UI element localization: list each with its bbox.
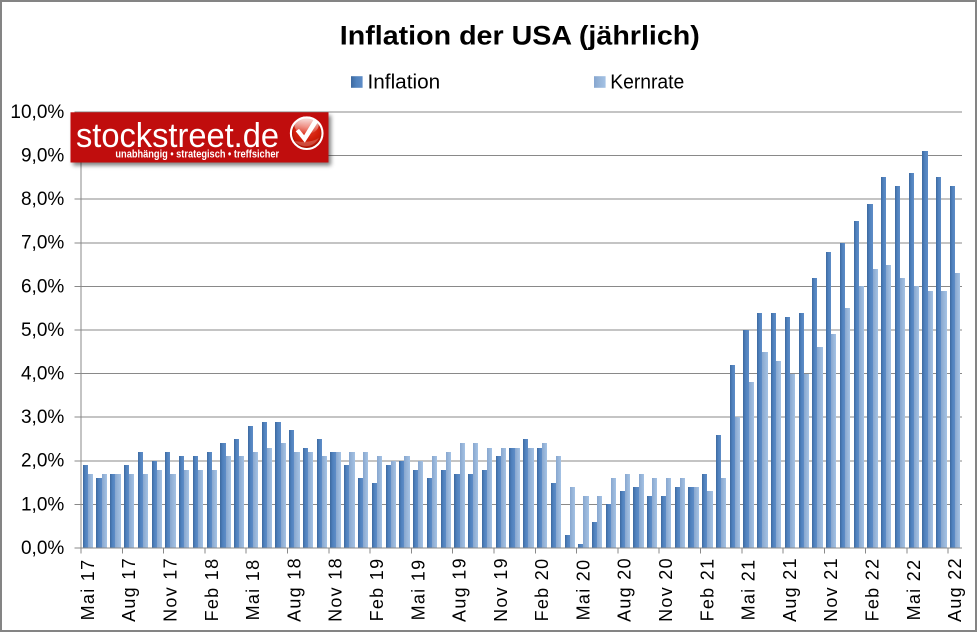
svg-text:stockstreet.de: stockstreet.de — [76, 117, 279, 155]
svg-text:Aug 21: Aug 21 — [780, 557, 800, 622]
svg-text:6,0%: 6,0% — [21, 276, 64, 297]
svg-text:Mai 17: Mai 17 — [78, 559, 98, 621]
svg-text:9,0%: 9,0% — [21, 146, 64, 167]
svg-text:Nov 18: Nov 18 — [326, 557, 346, 622]
svg-text:Aug 20: Aug 20 — [615, 557, 635, 622]
svg-text:2,0%: 2,0% — [21, 451, 64, 472]
svg-text:Nov 20: Nov 20 — [656, 557, 676, 622]
svg-text:Mai 20: Mai 20 — [573, 559, 593, 621]
svg-text:Aug 18: Aug 18 — [284, 557, 304, 622]
svg-text:Aug 22: Aug 22 — [945, 557, 965, 622]
svg-text:unabhängig • strategisch • tre: unabhängig • strategisch • treffsicher — [115, 149, 279, 161]
svg-text:Feb 22: Feb 22 — [863, 558, 883, 622]
svg-text:Aug 19: Aug 19 — [450, 557, 470, 622]
svg-text:Nov 21: Nov 21 — [821, 557, 841, 622]
svg-text:Kernrate: Kernrate — [610, 72, 684, 94]
svg-text:Inflation: Inflation — [368, 72, 441, 94]
svg-text:Nov 17: Nov 17 — [161, 557, 181, 622]
svg-text:8,0%: 8,0% — [21, 189, 64, 210]
svg-text:Mai 18: Mai 18 — [243, 559, 263, 621]
svg-text:Nov 19: Nov 19 — [491, 557, 511, 622]
svg-text:7,0%: 7,0% — [21, 233, 64, 254]
svg-text:1,0%: 1,0% — [21, 494, 64, 515]
svg-text:Feb 20: Feb 20 — [532, 558, 552, 622]
svg-text:Feb 19: Feb 19 — [367, 558, 387, 622]
svg-text:Feb 18: Feb 18 — [202, 558, 222, 622]
svg-text:3,0%: 3,0% — [21, 407, 64, 428]
svg-text:10,0%: 10,0% — [10, 102, 64, 123]
svg-text:0,0%: 0,0% — [21, 538, 64, 559]
svg-text:Aug 17: Aug 17 — [119, 557, 139, 622]
svg-text:Inflation der USA (jährlich): Inflation der USA (jährlich) — [340, 21, 700, 51]
svg-text:Mai 22: Mai 22 — [904, 559, 924, 621]
svg-text:5,0%: 5,0% — [21, 320, 64, 341]
svg-text:Mai 19: Mai 19 — [408, 559, 428, 621]
svg-text:4,0%: 4,0% — [21, 364, 64, 385]
svg-text:Feb 21: Feb 21 — [697, 558, 717, 622]
svg-text:Mai 21: Mai 21 — [739, 559, 759, 621]
